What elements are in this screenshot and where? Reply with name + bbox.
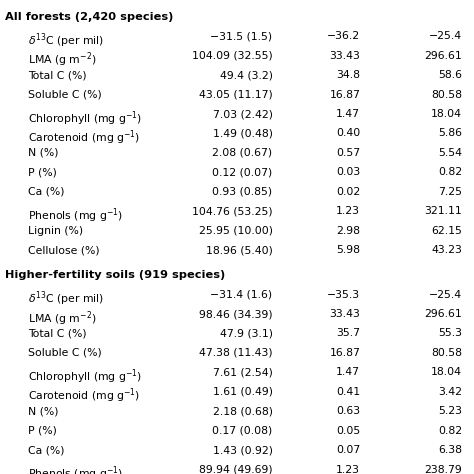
- Text: P (%): P (%): [28, 426, 57, 436]
- Text: 33.43: 33.43: [329, 51, 360, 61]
- Text: 0.07: 0.07: [336, 445, 360, 455]
- Text: 16.87: 16.87: [329, 348, 360, 358]
- Text: Phenols (mg g$^{-1}$): Phenols (mg g$^{-1}$): [28, 465, 123, 474]
- Text: Lignin (%): Lignin (%): [28, 226, 83, 236]
- Text: 43.05 (11.17): 43.05 (11.17): [199, 90, 273, 100]
- Text: 7.25: 7.25: [438, 187, 462, 197]
- Text: Total C (%): Total C (%): [28, 70, 87, 80]
- Text: 0.12 (0.07): 0.12 (0.07): [212, 167, 273, 177]
- Text: 1.61 (0.49): 1.61 (0.49): [212, 387, 273, 397]
- Text: −25.4: −25.4: [429, 31, 462, 41]
- Text: 98.46 (34.39): 98.46 (34.39): [199, 309, 273, 319]
- Text: −31.4 (1.6): −31.4 (1.6): [210, 290, 273, 300]
- Text: 2.18 (0.68): 2.18 (0.68): [212, 406, 273, 416]
- Text: 321.11: 321.11: [424, 206, 462, 216]
- Text: −36.2: −36.2: [327, 31, 360, 41]
- Text: 0.41: 0.41: [336, 387, 360, 397]
- Text: 58.6: 58.6: [438, 70, 462, 80]
- Text: 0.17 (0.08): 0.17 (0.08): [212, 426, 273, 436]
- Text: 104.09 (32.55): 104.09 (32.55): [192, 51, 273, 61]
- Text: 25.95 (10.00): 25.95 (10.00): [199, 226, 273, 236]
- Text: Carotenoid (mg g$^{-1}$): Carotenoid (mg g$^{-1}$): [28, 387, 141, 405]
- Text: 7.03 (2.42): 7.03 (2.42): [212, 109, 273, 119]
- Text: All forests (2,420 species): All forests (2,420 species): [5, 12, 173, 22]
- Text: LMA (g m$^{-2}$): LMA (g m$^{-2}$): [28, 51, 97, 69]
- Text: 0.03: 0.03: [336, 167, 360, 177]
- Text: Ca (%): Ca (%): [28, 445, 65, 455]
- Text: 62.15: 62.15: [431, 226, 462, 236]
- Text: Phenols (mg g$^{-1}$): Phenols (mg g$^{-1}$): [28, 206, 123, 225]
- Text: N (%): N (%): [28, 406, 59, 416]
- Text: Carotenoid (mg g$^{-1}$): Carotenoid (mg g$^{-1}$): [28, 128, 141, 147]
- Text: 1.47: 1.47: [336, 109, 360, 119]
- Text: P (%): P (%): [28, 167, 57, 177]
- Text: Chlorophyll (mg g$^{-1}$): Chlorophyll (mg g$^{-1}$): [28, 109, 143, 128]
- Text: 18.04: 18.04: [431, 109, 462, 119]
- Text: Total C (%): Total C (%): [28, 328, 87, 338]
- Text: 7.61 (2.54): 7.61 (2.54): [213, 367, 273, 377]
- Text: Ca (%): Ca (%): [28, 187, 65, 197]
- Text: 3.42: 3.42: [438, 387, 462, 397]
- Text: 34.8: 34.8: [336, 70, 360, 80]
- Text: N (%): N (%): [28, 148, 59, 158]
- Text: −31.5 (1.5): −31.5 (1.5): [210, 31, 273, 41]
- Text: $\delta^{13}$C (per mil): $\delta^{13}$C (per mil): [28, 290, 105, 308]
- Text: Cellulose (%): Cellulose (%): [28, 245, 100, 255]
- Text: 49.4 (3.2): 49.4 (3.2): [219, 70, 273, 80]
- Text: 43.23: 43.23: [431, 245, 462, 255]
- Text: 80.58: 80.58: [431, 348, 462, 358]
- Text: LMA (g m$^{-2}$): LMA (g m$^{-2}$): [28, 309, 97, 328]
- Text: −35.3: −35.3: [327, 290, 360, 300]
- Text: 296.61: 296.61: [424, 51, 462, 61]
- Text: 5.23: 5.23: [438, 406, 462, 416]
- Text: $\delta^{13}$C (per mil): $\delta^{13}$C (per mil): [28, 31, 105, 50]
- Text: 35.7: 35.7: [336, 328, 360, 338]
- Text: Higher-fertility soils (919 species): Higher-fertility soils (919 species): [5, 270, 225, 280]
- Text: 5.86: 5.86: [438, 128, 462, 138]
- Text: 55.3: 55.3: [438, 328, 462, 338]
- Text: 5.54: 5.54: [438, 148, 462, 158]
- Text: 0.82: 0.82: [438, 167, 462, 177]
- Text: 0.63: 0.63: [336, 406, 360, 416]
- Text: 6.38: 6.38: [438, 445, 462, 455]
- Text: 1.43 (0.92): 1.43 (0.92): [212, 445, 273, 455]
- Text: 0.57: 0.57: [336, 148, 360, 158]
- Text: 296.61: 296.61: [424, 309, 462, 319]
- Text: 0.82: 0.82: [438, 426, 462, 436]
- Text: 1.23: 1.23: [336, 206, 360, 216]
- Text: 1.23: 1.23: [336, 465, 360, 474]
- Text: 47.9 (3.1): 47.9 (3.1): [219, 328, 273, 338]
- Text: 0.02: 0.02: [336, 187, 360, 197]
- Text: −25.4: −25.4: [429, 290, 462, 300]
- Text: 33.43: 33.43: [329, 309, 360, 319]
- Text: Chlorophyll (mg g$^{-1}$): Chlorophyll (mg g$^{-1}$): [28, 367, 143, 386]
- Text: 104.76 (53.25): 104.76 (53.25): [192, 206, 273, 216]
- Text: 1.49 (0.48): 1.49 (0.48): [212, 128, 273, 138]
- Text: 2.08 (0.67): 2.08 (0.67): [212, 148, 273, 158]
- Text: 0.93 (0.85): 0.93 (0.85): [212, 187, 273, 197]
- Text: 18.04: 18.04: [431, 367, 462, 377]
- Text: 0.40: 0.40: [336, 128, 360, 138]
- Text: 5.98: 5.98: [336, 245, 360, 255]
- Text: 2.98: 2.98: [336, 226, 360, 236]
- Text: Soluble C (%): Soluble C (%): [28, 90, 102, 100]
- Text: 1.47: 1.47: [336, 367, 360, 377]
- Text: 18.96 (5.40): 18.96 (5.40): [206, 245, 273, 255]
- Text: 16.87: 16.87: [329, 90, 360, 100]
- Text: 0.05: 0.05: [336, 426, 360, 436]
- Text: 89.94 (49.69): 89.94 (49.69): [199, 465, 273, 474]
- Text: Soluble C (%): Soluble C (%): [28, 348, 102, 358]
- Text: 47.38 (11.43): 47.38 (11.43): [199, 348, 273, 358]
- Text: 238.79: 238.79: [424, 465, 462, 474]
- Text: 80.58: 80.58: [431, 90, 462, 100]
